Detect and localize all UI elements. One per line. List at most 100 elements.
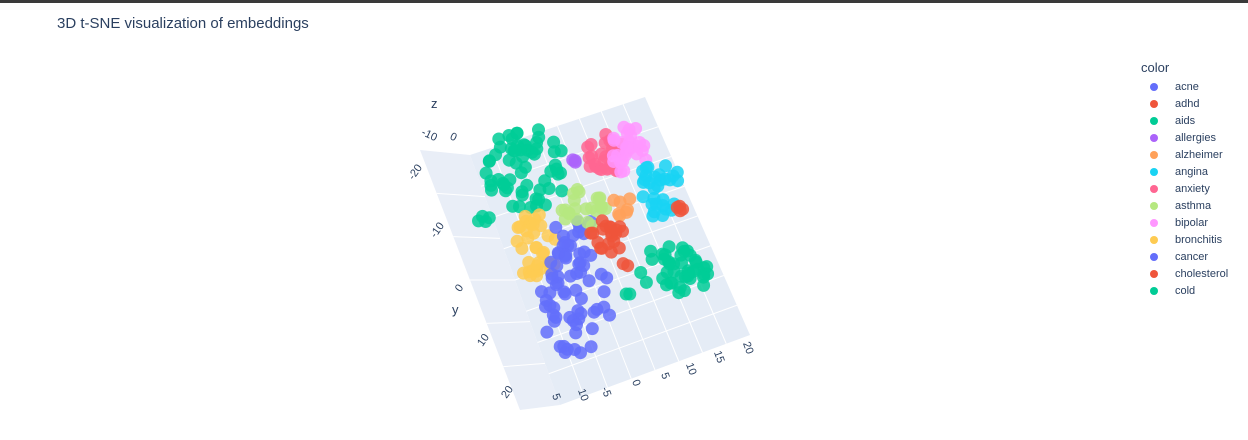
x-tick-label: 10 (683, 361, 698, 377)
point-cancer (543, 286, 557, 300)
legend-item-cholesterol[interactable]: cholesterol (1141, 265, 1228, 282)
legend-label: alzheimer (1175, 148, 1223, 161)
point-aids (538, 174, 552, 188)
point-aids (497, 178, 511, 192)
legend-swatch (1150, 235, 1158, 244)
grid-line (503, 362, 546, 368)
legend-title: color (1141, 60, 1170, 75)
point-aids (544, 164, 558, 178)
axis-ticks: -20 -10 0 10 20 0 5 10 15 20 -10 0 5 10 -5 (406, 126, 755, 402)
legend-item-asthma[interactable]: asthma (1141, 197, 1228, 214)
legend-swatch (1150, 150, 1158, 159)
point-bronchitis (528, 212, 542, 226)
legend-swatch (1150, 201, 1158, 210)
point-aids (547, 145, 561, 159)
legend-label: adhd (1175, 97, 1200, 110)
point-cold (619, 287, 633, 301)
y-tick-label: -20 (406, 162, 425, 182)
point-bronchitis (526, 263, 540, 277)
legend-swatch (1150, 184, 1158, 193)
y-tick-label: 0 (453, 282, 466, 294)
x-tick-label: 0 (629, 378, 642, 388)
point-cold (645, 252, 659, 266)
legend-item-alzheimer[interactable]: alzheimer (1141, 146, 1228, 163)
point-bronchitis (515, 242, 529, 255)
legend-swatch (1150, 252, 1158, 261)
y-tick-label: 20 (499, 384, 516, 401)
point-bronchitis (511, 221, 525, 234)
point-cancer (577, 245, 591, 259)
point-cold (660, 278, 673, 292)
window-top-bar (0, 0, 1248, 3)
legend-label: bronchitis (1175, 233, 1223, 246)
point-angina (671, 174, 685, 188)
grid-line (453, 236, 501, 239)
data-points (472, 120, 715, 360)
point-aids (504, 142, 518, 156)
point-aids (515, 185, 529, 199)
point-cold (680, 244, 694, 258)
point-adhd (596, 222, 610, 236)
point-aids (547, 135, 561, 149)
point-acne (549, 220, 563, 234)
point-cancer (584, 340, 598, 354)
legend-item-cold[interactable]: cold (1141, 282, 1228, 299)
x-tick-label: 20 (740, 340, 755, 356)
grid-line (486, 321, 531, 324)
point-cancer (597, 285, 611, 299)
point-anxiety (584, 138, 598, 151)
point-bipolar (617, 164, 631, 178)
grid-line (537, 275, 724, 343)
point-acne (558, 236, 572, 249)
point-cancer (585, 322, 599, 336)
legend-swatch (1150, 116, 1158, 125)
point-alzheimer (620, 203, 634, 217)
legend-item-anxiety[interactable]: anxiety (1141, 180, 1228, 197)
point-asthma (594, 201, 608, 215)
point-angina (638, 173, 652, 187)
legend-item-bronchitis[interactable]: bronchitis (1141, 231, 1228, 248)
point-bronchitis (541, 229, 555, 243)
point-cancer (574, 292, 588, 305)
legend-label: angina (1175, 165, 1209, 178)
z-axis-label: z (431, 96, 438, 111)
point-asthma (562, 207, 576, 221)
point-angina (648, 170, 662, 184)
point-adhd (584, 226, 598, 240)
legend-label: allergies (1175, 131, 1216, 144)
legend-item-angina[interactable]: angina (1141, 163, 1228, 180)
legend-item-cancer[interactable]: cancer (1141, 248, 1228, 265)
legend-swatch (1150, 286, 1158, 295)
point-aids (532, 193, 546, 206)
point-bipolar (607, 131, 621, 145)
legend-item-allergies[interactable]: allergies (1141, 129, 1228, 146)
legend-item-acne[interactable]: acne (1141, 78, 1228, 95)
legend-item-adhd[interactable]: adhd (1141, 95, 1228, 112)
point-cancer (603, 308, 616, 322)
legend-swatch (1150, 218, 1158, 227)
legend-label: cholesterol (1175, 267, 1229, 280)
point-cancer (568, 343, 582, 356)
point-asthma (570, 183, 584, 196)
legend-swatch (1150, 167, 1158, 176)
point-aids (479, 215, 493, 228)
legend-label: bipolar (1175, 216, 1209, 229)
point-cholesterol (621, 259, 635, 273)
point-cancer (557, 285, 571, 299)
legend-item-bipolar[interactable]: bipolar (1141, 214, 1228, 231)
point-cancer (545, 271, 559, 285)
legend-item-aids[interactable]: aids (1141, 112, 1228, 129)
x-tick-label: 5 (549, 392, 562, 402)
legend[interactable]: color acne adhd aids allergies alzheimer angi… (1141, 60, 1228, 299)
point-cold (658, 248, 672, 262)
point-alzheimer (607, 193, 621, 207)
legend-swatch (1150, 133, 1158, 142)
point-asthma (581, 215, 595, 229)
point-bipolar (620, 141, 634, 155)
legend-label: cold (1175, 284, 1196, 297)
point-cancer (539, 300, 552, 314)
point-cholesterol (673, 204, 687, 218)
legend-swatch (1150, 99, 1158, 108)
legend-label: asthma (1175, 199, 1212, 212)
